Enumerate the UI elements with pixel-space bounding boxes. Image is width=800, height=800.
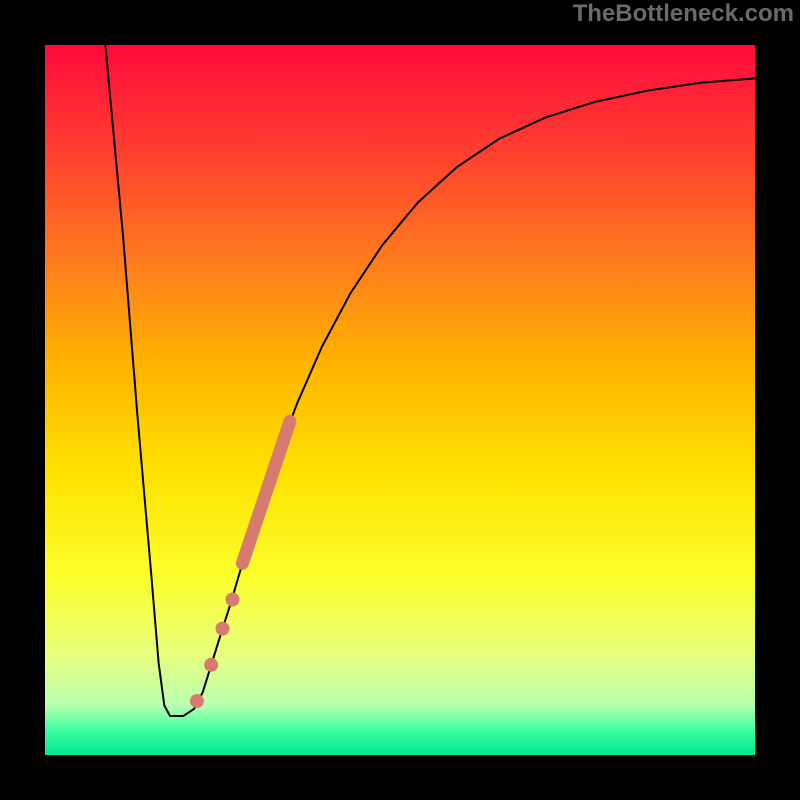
marker-dot [225, 593, 239, 607]
marker-dot [204, 658, 218, 672]
marker-dot [216, 622, 230, 636]
chart-canvas: TheBottleneck.com [0, 0, 800, 800]
watermark-text: TheBottleneck.com [573, 0, 794, 28]
chart-svg [0, 0, 800, 800]
plot-background [45, 45, 755, 755]
marker-dot [190, 694, 204, 708]
